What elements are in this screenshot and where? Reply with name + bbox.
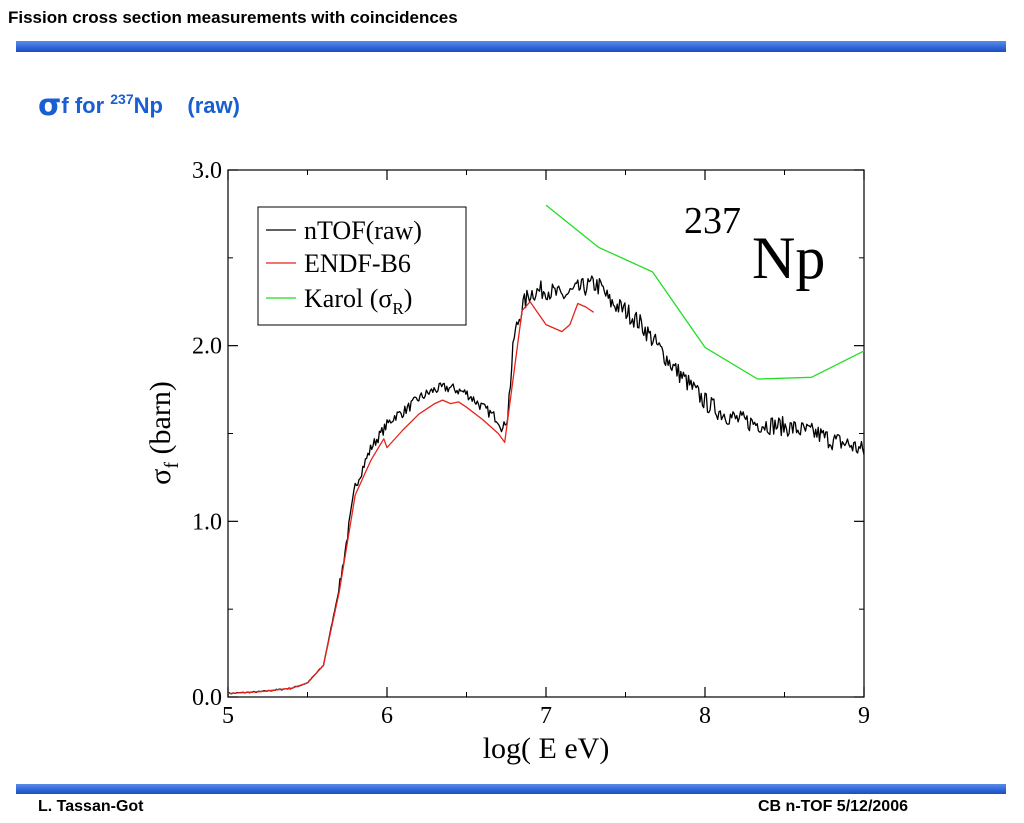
isotope-mass: 237	[110, 91, 134, 107]
y-label-sub: f	[161, 462, 183, 469]
x-tick-label-3: 8	[699, 703, 711, 729]
bottom-divider-bar	[16, 784, 1006, 794]
x-tick-label-4: 9	[858, 703, 870, 729]
legend-karol-sub: R	[392, 299, 404, 318]
annotation-symbol: Np	[752, 225, 825, 291]
endf-b6-series	[227, 301, 595, 695]
chart-legend: nTOF(raw) ENDF-B6 Karol (σR)	[257, 206, 467, 326]
svg-text:σf (barn): σf (barn)	[144, 381, 183, 485]
isotope-symbol: Np	[133, 93, 163, 118]
axis-ticks: 5 6 7 8 9 0.0 1.0 2.0 3.0	[192, 158, 870, 729]
y-label-symbol: σ	[144, 469, 177, 485]
y-label-text: (barn)	[144, 381, 177, 462]
legend-karol-end: )	[404, 284, 413, 313]
x-tick-label-1: 6	[381, 703, 393, 729]
y-tick-label-3: 3.0	[192, 158, 222, 184]
x-tick-label-2: 7	[540, 703, 552, 729]
y-tick-label-2: 2.0	[192, 334, 222, 360]
legend-karol-base: Karol (σ	[304, 284, 392, 313]
isotope-annotation: 237 Np	[684, 200, 825, 291]
y-tick-label-0: 0.0	[192, 685, 222, 711]
series-layer	[227, 204, 865, 695]
x-tick-label-0: 5	[222, 703, 234, 729]
slide-title: σf for 237Np (raw)	[38, 88, 240, 123]
top-divider-bar	[16, 41, 1006, 52]
y-axis-label: σf (barn)	[144, 381, 183, 485]
legend-label-karol: Karol (σR)	[304, 284, 412, 318]
legend-label-endf: ENDF-B6	[304, 249, 411, 278]
title-rest: f for	[61, 93, 111, 118]
annotation-mass: 237	[684, 200, 741, 242]
sigma-symbol: σ	[38, 88, 62, 123]
ntof-raw-series	[227, 275, 865, 695]
footer-author: L. Tassan-Got	[38, 798, 144, 815]
legend-label-ntof: nTOF(raw)	[304, 216, 422, 245]
footer-event: CB n-TOF 5/12/2006	[758, 798, 908, 815]
title-suffix: (raw)	[162, 93, 240, 118]
x-axis-label: log( E eV)	[483, 732, 610, 765]
y-tick-label-1: 1.0	[192, 509, 222, 535]
legend-box	[257, 206, 467, 326]
header-title: Fission cross section measurements with …	[8, 8, 458, 27]
karol-series	[545, 204, 865, 380]
